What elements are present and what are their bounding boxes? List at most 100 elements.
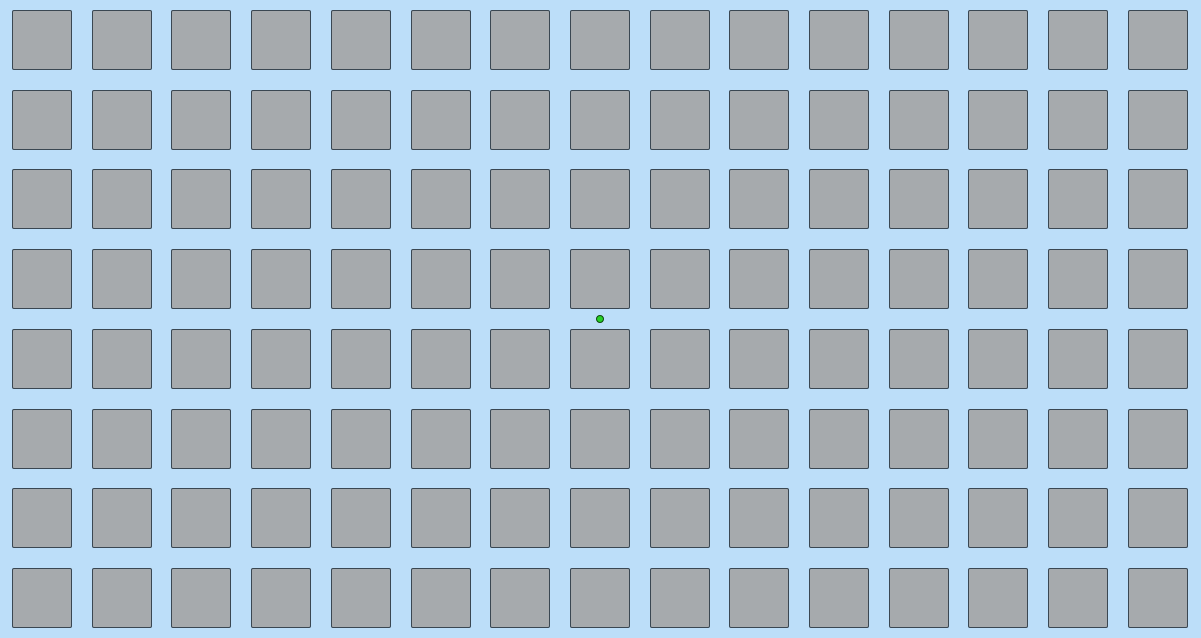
grid-tile[interactable] — [1048, 249, 1108, 309]
grid-tile[interactable] — [171, 10, 231, 70]
grid-tile[interactable] — [1128, 329, 1188, 389]
grid-tile[interactable] — [171, 409, 231, 469]
grid-tile[interactable] — [809, 409, 869, 469]
grid-tile[interactable] — [968, 249, 1028, 309]
grid-tile[interactable] — [251, 90, 311, 150]
grid-tile[interactable] — [809, 90, 869, 150]
grid-tile[interactable] — [968, 409, 1028, 469]
grid-tile[interactable] — [1048, 488, 1108, 548]
grid-tile[interactable] — [92, 488, 152, 548]
grid-tile[interactable] — [171, 329, 231, 389]
grid-tile[interactable] — [1128, 169, 1188, 229]
grid-tile[interactable] — [650, 488, 710, 548]
grid-tile[interactable] — [490, 90, 550, 150]
grid-tile[interactable] — [92, 169, 152, 229]
grid-tile[interactable] — [968, 10, 1028, 70]
grid-tile[interactable] — [809, 568, 869, 628]
grid-tile[interactable] — [490, 249, 550, 309]
grid-tile[interactable] — [1128, 10, 1188, 70]
grid-tile[interactable] — [968, 90, 1028, 150]
grid-tile[interactable] — [411, 409, 471, 469]
grid-tile[interactable] — [411, 329, 471, 389]
grid-tile[interactable] — [1048, 90, 1108, 150]
grid-tile[interactable] — [809, 329, 869, 389]
grid-tile[interactable] — [650, 249, 710, 309]
grid-tile[interactable] — [650, 169, 710, 229]
grid-tile[interactable] — [729, 568, 789, 628]
grid-tile[interactable] — [251, 488, 311, 548]
grid-tile[interactable] — [171, 90, 231, 150]
grid-tile[interactable] — [1048, 10, 1108, 70]
grid-tile[interactable] — [12, 488, 72, 548]
grid-tile[interactable] — [1048, 329, 1108, 389]
grid-tile[interactable] — [251, 329, 311, 389]
grid-tile[interactable] — [12, 249, 72, 309]
grid-tile[interactable] — [650, 90, 710, 150]
grid-tile[interactable] — [889, 329, 949, 389]
grid-tile[interactable] — [1128, 409, 1188, 469]
grid-tile[interactable] — [809, 488, 869, 548]
grid-tile[interactable] — [968, 568, 1028, 628]
grid-tile[interactable] — [889, 90, 949, 150]
grid-tile[interactable] — [411, 10, 471, 70]
grid-tile[interactable] — [1048, 568, 1108, 628]
grid-tile[interactable] — [92, 90, 152, 150]
grid-tile[interactable] — [729, 10, 789, 70]
grid-tile[interactable] — [1128, 488, 1188, 548]
grid-tile[interactable] — [889, 10, 949, 70]
grid-tile[interactable] — [889, 169, 949, 229]
grid-tile[interactable] — [968, 169, 1028, 229]
grid-tile[interactable] — [889, 249, 949, 309]
grid-tile[interactable] — [729, 488, 789, 548]
grid-tile[interactable] — [1048, 169, 1108, 229]
grid-tile[interactable] — [570, 249, 630, 309]
grid-tile[interactable] — [251, 249, 311, 309]
grid-tile[interactable] — [92, 249, 152, 309]
grid-tile[interactable] — [570, 169, 630, 229]
grid-tile[interactable] — [411, 488, 471, 548]
grid-tile[interactable] — [251, 10, 311, 70]
grid-tile[interactable] — [171, 249, 231, 309]
grid-tile[interactable] — [12, 329, 72, 389]
grid-tile[interactable] — [331, 329, 391, 389]
grid-tile[interactable] — [1128, 568, 1188, 628]
grid-tile[interactable] — [92, 10, 152, 70]
grid-tile[interactable] — [968, 488, 1028, 548]
grid-tile[interactable] — [251, 169, 311, 229]
grid-tile[interactable] — [650, 409, 710, 469]
grid-tile[interactable] — [92, 409, 152, 469]
grid-tile[interactable] — [331, 568, 391, 628]
grid-tile[interactable] — [729, 329, 789, 389]
grid-tile[interactable] — [889, 409, 949, 469]
grid-tile[interactable] — [331, 409, 391, 469]
grid-tile[interactable] — [92, 329, 152, 389]
grid-tile[interactable] — [968, 329, 1028, 389]
grid-tile[interactable] — [729, 249, 789, 309]
grid-tile[interactable] — [1128, 90, 1188, 150]
grid-tile[interactable] — [490, 488, 550, 548]
grid-tile[interactable] — [12, 568, 72, 628]
grid-tile[interactable] — [331, 10, 391, 70]
grid-tile[interactable] — [331, 488, 391, 548]
grid-tile[interactable] — [411, 568, 471, 628]
grid-tile[interactable] — [12, 409, 72, 469]
grid-tile[interactable] — [490, 568, 550, 628]
grid-tile[interactable] — [12, 90, 72, 150]
grid-tile[interactable] — [650, 10, 710, 70]
grid-tile[interactable] — [490, 409, 550, 469]
grid-tile[interactable] — [411, 169, 471, 229]
grid-tile[interactable] — [171, 568, 231, 628]
grid-tile[interactable] — [331, 169, 391, 229]
grid-tile[interactable] — [251, 568, 311, 628]
grid-tile[interactable] — [331, 249, 391, 309]
grid-tile[interactable] — [331, 90, 391, 150]
grid-tile[interactable] — [570, 488, 630, 548]
grid-tile[interactable] — [490, 10, 550, 70]
grid-tile[interactable] — [570, 329, 630, 389]
grid-tile[interactable] — [729, 90, 789, 150]
grid-tile[interactable] — [650, 568, 710, 628]
grid-tile[interactable] — [490, 329, 550, 389]
grid-tile[interactable] — [411, 90, 471, 150]
grid-tile[interactable] — [729, 169, 789, 229]
grid-tile[interactable] — [171, 488, 231, 548]
